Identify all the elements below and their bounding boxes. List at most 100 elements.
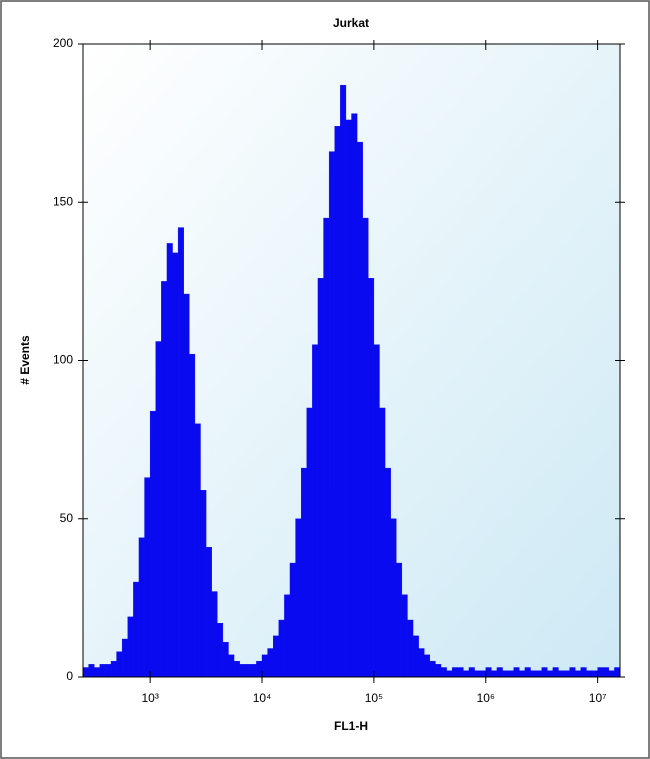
bar: [586, 670, 593, 678]
bar: [519, 670, 526, 678]
bar: [284, 594, 291, 678]
bar: [396, 562, 403, 678]
bar: [211, 591, 218, 678]
bar: [149, 410, 156, 678]
bar: [580, 667, 587, 678]
bar: [328, 151, 335, 678]
bar: [82, 667, 89, 678]
bar: [424, 654, 431, 678]
bar: [233, 660, 240, 678]
bar: [418, 648, 425, 678]
bar: [161, 281, 168, 678]
bar: [474, 670, 481, 678]
bar: [513, 667, 520, 678]
y-tick-label: 150: [53, 194, 73, 208]
x-tick-label: 10⁶: [477, 691, 495, 705]
bar: [116, 651, 123, 678]
bar: [597, 667, 604, 678]
y-tick-label: 0: [66, 669, 73, 683]
bar: [558, 670, 565, 678]
bar: [99, 664, 106, 678]
bar: [603, 667, 610, 678]
bar: [110, 660, 117, 678]
bar: [200, 490, 207, 678]
bar: [205, 547, 212, 678]
bar: [463, 670, 470, 678]
bar: [177, 227, 184, 678]
bar: [356, 141, 363, 678]
bar: [172, 252, 179, 678]
bar: [552, 667, 559, 678]
x-tick-label: 10³: [141, 691, 158, 705]
bar: [312, 344, 319, 678]
bar: [446, 670, 453, 678]
bar: [435, 664, 442, 678]
bar: [535, 670, 542, 678]
bar: [166, 243, 173, 678]
bar: [323, 217, 330, 678]
bar: [373, 344, 380, 678]
bar: [189, 353, 196, 678]
bar: [429, 660, 436, 678]
y-tick-label: 50: [60, 511, 74, 525]
bar: [155, 341, 162, 678]
bar: [144, 477, 151, 678]
bar: [239, 664, 246, 678]
bar: [267, 648, 274, 678]
bar: [105, 664, 112, 678]
bar: [88, 664, 95, 678]
bar: [345, 119, 352, 678]
bar: [401, 594, 408, 678]
bar: [250, 664, 257, 678]
bar: [317, 278, 324, 678]
bar: [608, 670, 615, 678]
y-axis-label: # Events: [18, 335, 32, 385]
bar: [541, 667, 548, 678]
bar: [468, 667, 475, 678]
bar: [183, 293, 190, 678]
bar: [407, 619, 414, 678]
bar: [479, 670, 486, 678]
bar: [362, 217, 369, 678]
bar: [351, 113, 358, 678]
bar: [261, 654, 268, 678]
chart-title: Jurkat: [333, 16, 369, 30]
bar: [133, 581, 140, 678]
bar: [451, 667, 458, 678]
bar: [485, 667, 492, 678]
bar: [256, 660, 263, 678]
bar: [127, 616, 134, 678]
bar: [384, 467, 391, 678]
bar: [614, 667, 621, 678]
bar: [390, 518, 397, 678]
bar: [496, 667, 503, 678]
bar: [194, 423, 201, 678]
bar: [507, 670, 514, 678]
bar: [217, 622, 224, 678]
bar: [289, 562, 296, 678]
bar: [368, 278, 375, 678]
bar: [334, 126, 341, 678]
x-tick-label: 10⁵: [365, 691, 383, 705]
bar: [569, 667, 576, 678]
bar: [530, 670, 537, 678]
bar: [93, 667, 101, 678]
x-tick-label: 10⁷: [589, 691, 607, 705]
bar: [491, 670, 498, 678]
bar: [138, 537, 145, 678]
bar: [412, 635, 419, 678]
bar: [300, 467, 307, 678]
x-axis-label: FL1-H: [334, 719, 368, 733]
bar: [273, 635, 280, 678]
bar: [121, 638, 128, 678]
bar: [278, 619, 285, 678]
bar: [457, 667, 464, 678]
bar: [575, 670, 582, 678]
bar: [228, 654, 235, 678]
bar: [340, 84, 347, 678]
y-tick-label: 200: [53, 36, 73, 50]
bar: [524, 667, 531, 678]
bar: [295, 518, 302, 678]
bar: [222, 641, 229, 678]
